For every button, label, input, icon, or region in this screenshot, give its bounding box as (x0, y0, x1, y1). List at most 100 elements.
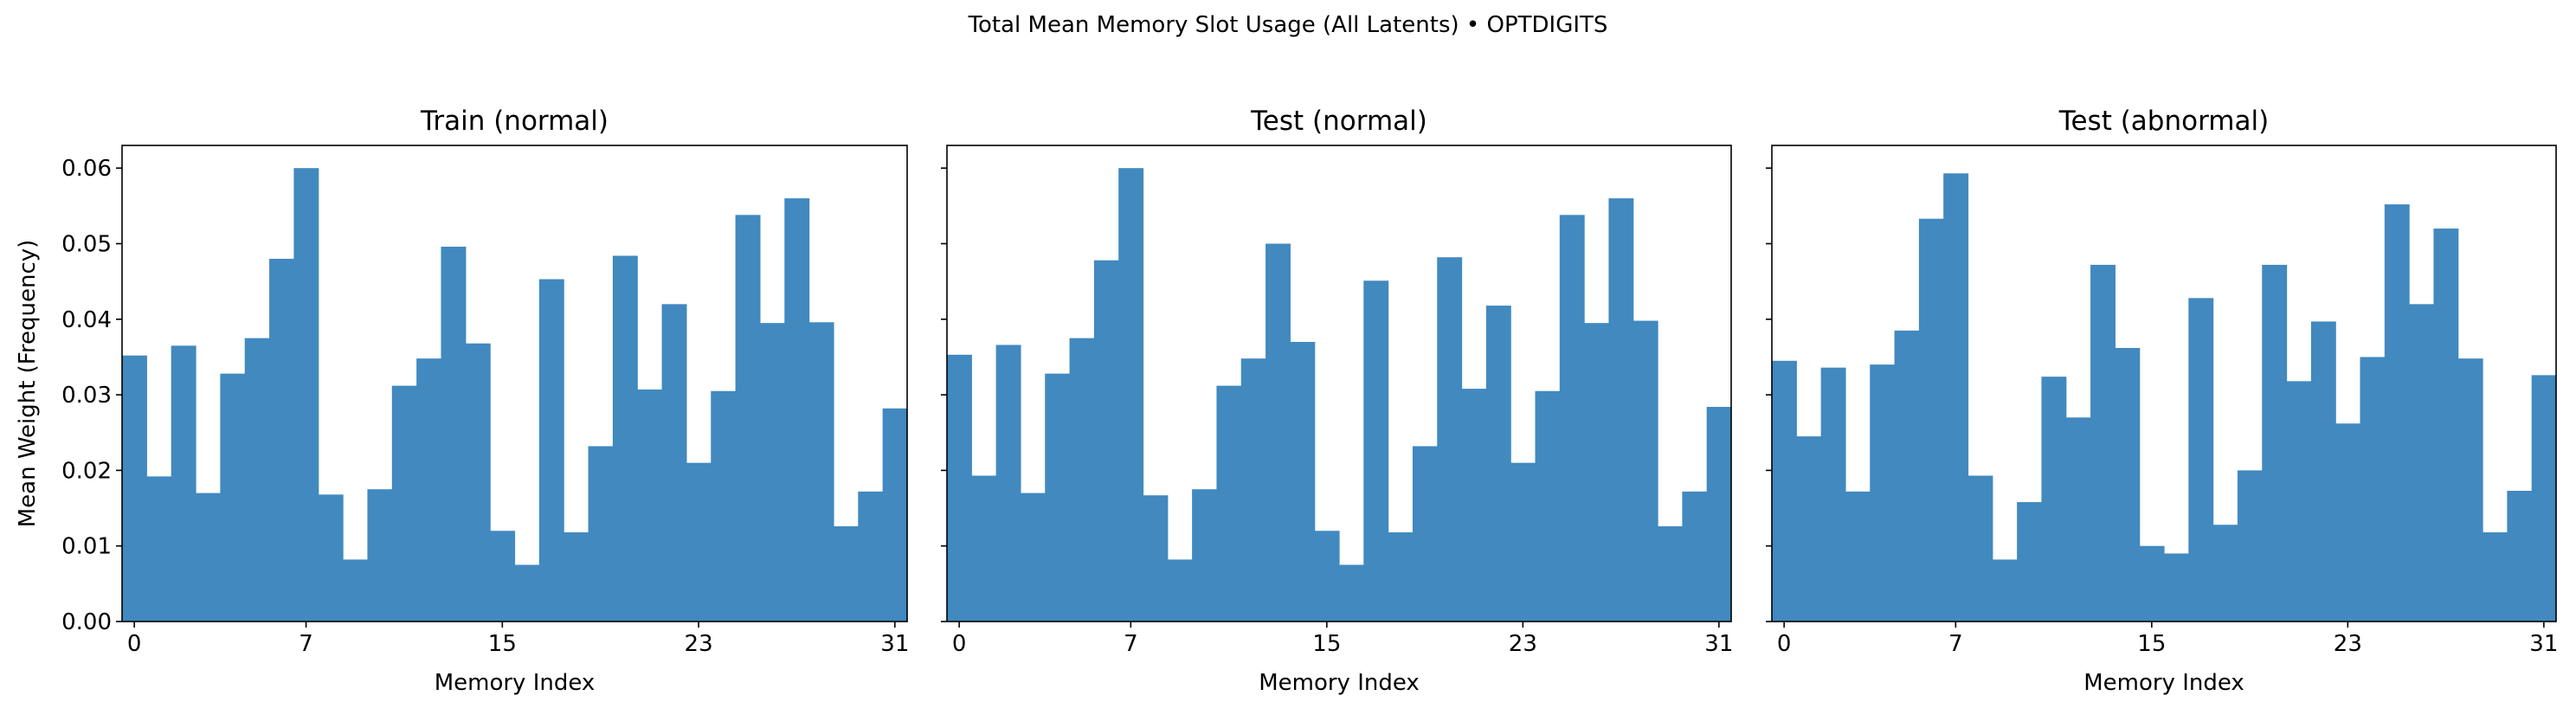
bar (1192, 489, 1218, 622)
bar (1388, 531, 1414, 622)
bar (391, 385, 417, 622)
bar (2483, 531, 2508, 622)
panel-title: Train (normal) (420, 106, 609, 137)
panel-title: Test (normal) (1250, 106, 1427, 137)
bar (2286, 381, 2312, 622)
bar (514, 564, 540, 622)
bar (146, 476, 172, 622)
bar (1339, 564, 1364, 622)
bar (1045, 373, 1071, 622)
bar (711, 390, 737, 622)
y-tick-label: 0.04 (61, 307, 112, 333)
y-tick-label: 0.06 (61, 156, 112, 182)
y-tick-label: 0.03 (61, 383, 112, 409)
y-axis-label: Mean Weight (Frequency) (15, 240, 41, 528)
bar (1706, 407, 1732, 622)
bar (1682, 491, 1708, 622)
bar (971, 475, 997, 622)
bar (1363, 280, 1389, 622)
bar (2065, 417, 2091, 622)
bar (588, 446, 614, 622)
bar (882, 408, 908, 622)
bar (196, 493, 221, 622)
bar (2115, 347, 2141, 622)
chart-panel-1: 0 7 15 23 31 0.00 0.01 0.02 0.03 0.04 0.05 0.06 Trai… (15, 106, 909, 696)
x-tick-label: 31 (1704, 631, 1733, 657)
bar (1412, 446, 1438, 622)
bar (1437, 257, 1463, 622)
bar (1069, 338, 1095, 622)
x-tick-label: 7 (1948, 631, 1963, 657)
bar (1584, 323, 1610, 622)
x-tick-label: 7 (1124, 631, 1138, 657)
bar (367, 489, 393, 622)
bar (2335, 423, 2361, 622)
bar (637, 389, 663, 622)
bar (1918, 218, 1944, 622)
bar (612, 255, 638, 622)
bar (1658, 526, 1683, 622)
bar (269, 258, 294, 622)
y-tick-label: 0.02 (61, 458, 112, 484)
bar (2041, 377, 2067, 622)
bar (2212, 525, 2238, 622)
bar (735, 215, 761, 622)
bar (2310, 321, 2336, 622)
bar (1559, 215, 1585, 622)
bar (490, 531, 516, 622)
bar (122, 355, 147, 622)
bar (2384, 204, 2410, 622)
x-tick-label: 7 (299, 631, 313, 657)
bar (808, 322, 834, 622)
bar (1167, 559, 1193, 622)
x-axis-label: Memory Index (435, 670, 596, 696)
plot-frame (1771, 145, 2557, 622)
bar (1894, 330, 1920, 622)
x-tick-label: 31 (880, 631, 909, 657)
bar (1510, 462, 1536, 622)
bar (2433, 229, 2459, 622)
bar (2139, 545, 2165, 622)
panel-title: Test (abnormal) (2058, 106, 2269, 137)
bar (661, 304, 687, 622)
bar (1143, 495, 1169, 622)
x-tick-label: 23 (685, 631, 713, 657)
y-tick-label: 0.00 (61, 609, 112, 635)
bar (465, 343, 491, 622)
y-tick-label: 0.05 (61, 231, 112, 257)
bar (2164, 553, 2189, 622)
bar (1845, 491, 1871, 622)
bar (1820, 367, 1846, 622)
y-tick-label: 0.01 (61, 534, 112, 560)
bar (784, 198, 810, 622)
bar (2090, 264, 2116, 622)
bar (1535, 390, 1561, 622)
bar (293, 168, 319, 622)
plot-frame (946, 145, 1732, 622)
bar (538, 279, 564, 622)
bar (1633, 320, 1658, 622)
bar (2457, 358, 2483, 622)
bar (995, 345, 1021, 622)
bar (858, 491, 884, 622)
x-tick-label: 0 (952, 631, 967, 657)
bar (1265, 243, 1291, 622)
bar (759, 323, 785, 622)
bar (441, 246, 467, 622)
bar (1943, 173, 1969, 622)
bar (1118, 168, 1144, 622)
x-axis-label: Memory Index (2083, 670, 2244, 696)
bar (564, 531, 589, 622)
bar (244, 338, 270, 622)
bar (2360, 357, 2386, 622)
bar (2188, 298, 2214, 622)
x-tick-label: 23 (2334, 631, 2362, 657)
bar (1240, 358, 1266, 622)
bar (2507, 490, 2533, 622)
bar (1290, 341, 1316, 622)
bar (1992, 559, 2018, 622)
bar (1020, 493, 1046, 622)
x-axis-label: Memory Index (1259, 670, 1420, 696)
bar (2262, 264, 2288, 622)
